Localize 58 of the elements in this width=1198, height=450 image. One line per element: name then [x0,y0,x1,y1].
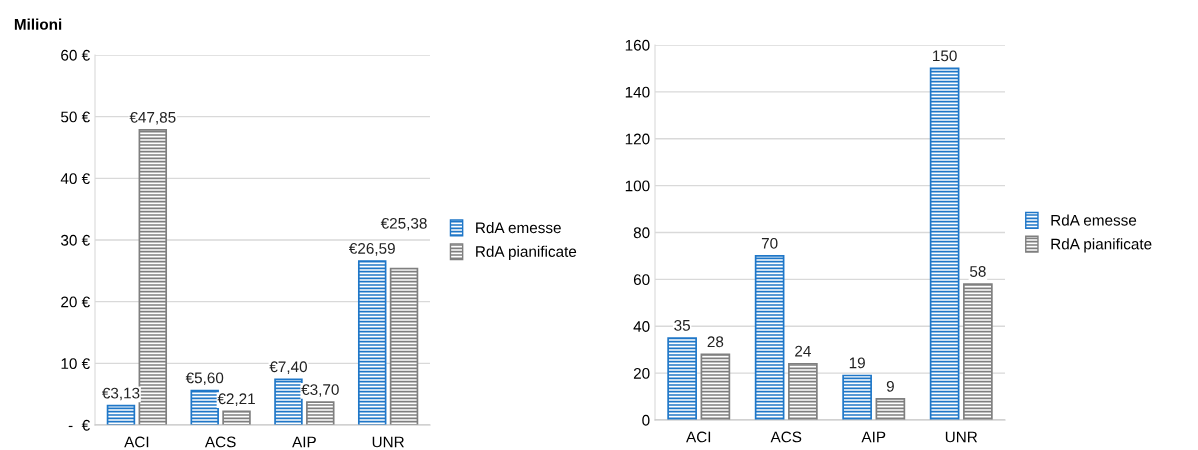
y-tick-label: 80 [633,227,650,239]
bar [754,255,785,420]
bar [963,283,993,420]
y-axis-title: Milioni [14,18,62,30]
bar [222,410,251,425]
y-tick-label: 120 [625,133,650,145]
y-tick-label: 20 [633,367,650,379]
data-label: 28 [707,336,724,348]
y-tick-label: 60 € [61,49,90,61]
data-label: €2,21 [217,393,255,406]
y-tick-label: 140 [625,86,650,98]
y-tick-label: 40 [633,321,650,332]
bar [875,398,906,420]
bar [667,337,697,420]
x-tick-label: ACI [124,436,149,448]
legend-label: RdA pianificate [1051,238,1152,253]
data-label: €26,59 [348,243,395,256]
bar [306,401,335,425]
x-tick-label: UNR [945,431,978,443]
y-tick-label: 20 € [61,296,90,308]
y-tick-label: 10 € [61,358,90,370]
data-label: 9 [886,380,894,392]
data-label: €7,40 [269,361,307,374]
data-label: 70 [761,237,778,249]
data-label: 58 [969,266,986,277]
data-label: €3,13 [101,387,140,401]
x-tick-label: ACS [770,431,802,443]
legend-label: RdA emesse [1051,214,1137,226]
data-label: €3,70 [301,384,339,397]
data-label: €25,38 [380,217,427,231]
y-tick-label: 50 € [61,111,90,123]
data-label: 35 [674,319,690,331]
bar [274,378,303,425]
y-tick-label: 40 € [60,173,90,185]
x-tick-label: ACI [686,431,711,443]
legend-label: RdA pianificate [476,245,577,260]
x-tick-label: UNR [372,436,404,448]
y-tick-label: 60 [633,274,650,286]
bar [700,353,731,420]
y-tick-label: 100 [625,180,650,192]
bar [190,389,219,425]
bar [357,260,387,425]
y-tick-label: 0 [642,414,650,426]
bar [106,404,136,425]
data-label: €5,60 [185,372,224,386]
data-label: €47,85 [129,111,176,125]
legend-label: RdA emesse [476,221,561,234]
x-tick-label: AIP [861,431,886,443]
data-label: 19 [849,357,865,369]
data-label: 24 [795,345,811,357]
y-tick-label: - € [68,419,90,431]
bar [389,267,419,425]
bar [138,129,168,425]
y-tick-label: 30 € [60,234,90,246]
data-label: 150 [933,50,957,62]
y-tick-label: 160 [625,39,650,51]
x-tick-label: AIP [292,436,316,448]
x-tick-label: ACS [204,436,236,448]
